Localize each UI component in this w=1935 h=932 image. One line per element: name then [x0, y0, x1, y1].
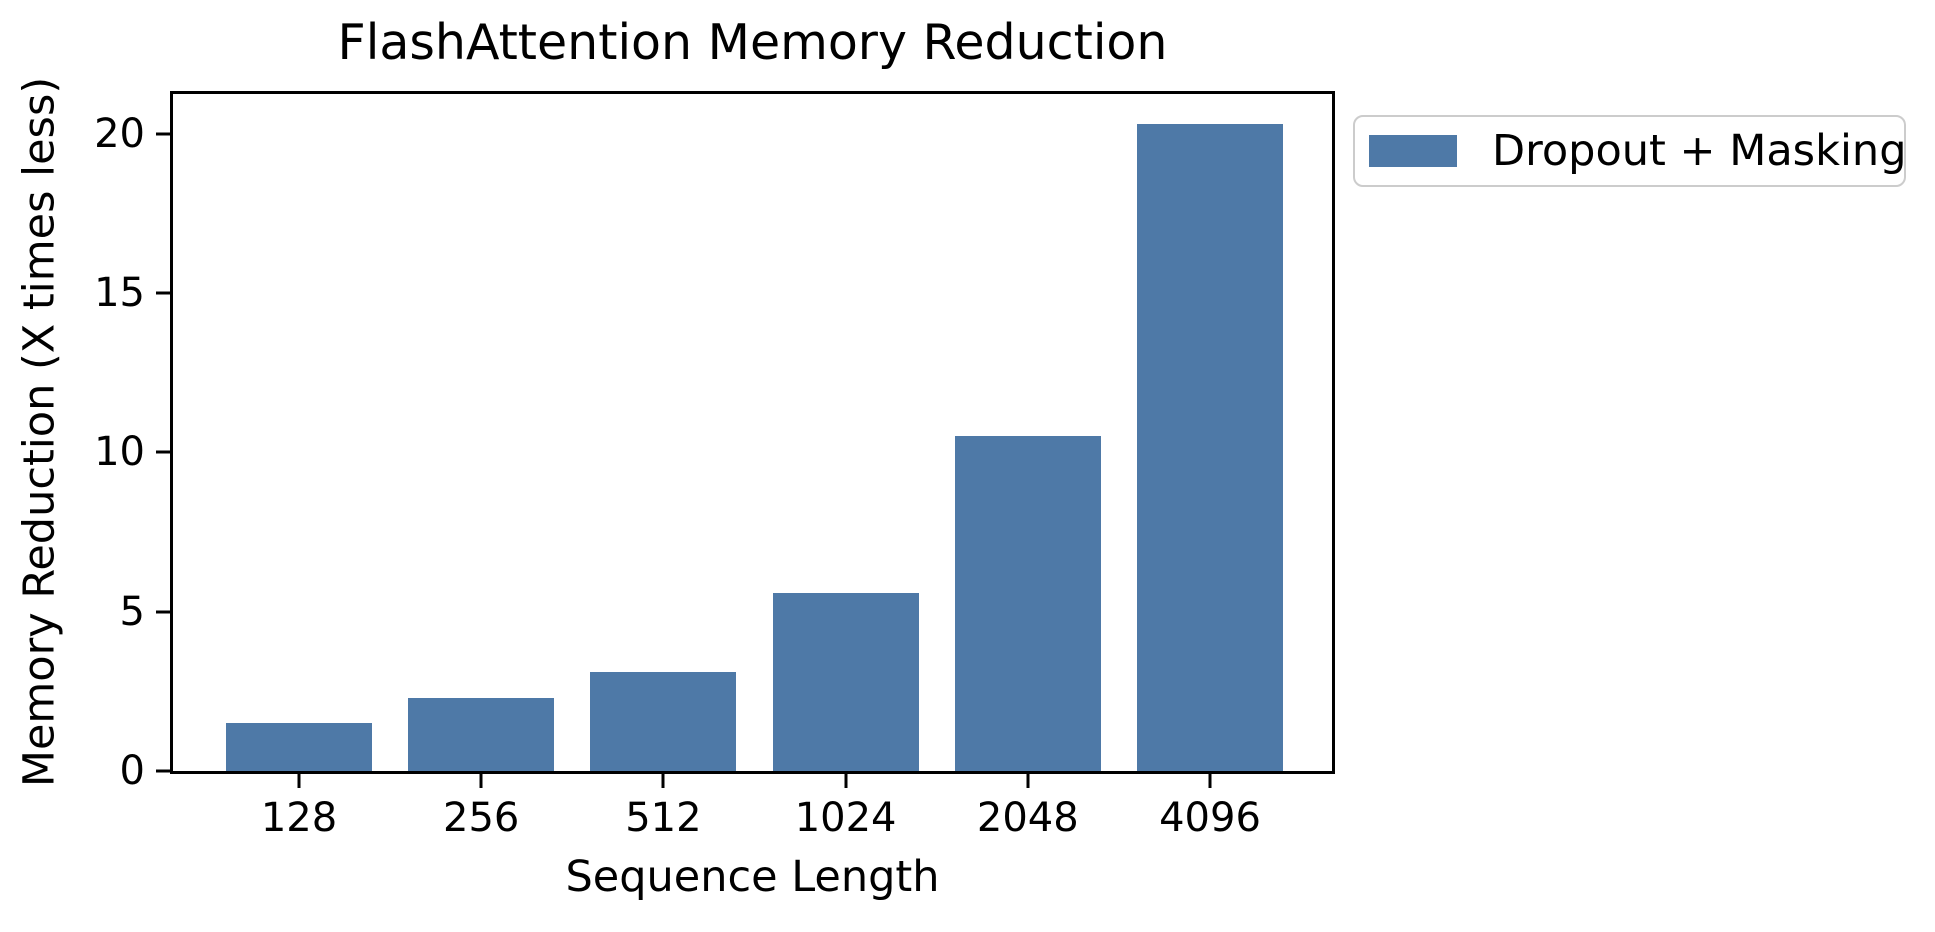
x-tick-mark — [1026, 774, 1030, 788]
y-tick-mark — [156, 769, 170, 773]
y-tick-mark — [156, 610, 170, 614]
x-tick-mark — [661, 774, 665, 788]
legend-swatch — [1369, 135, 1457, 167]
bar-2048 — [954, 436, 1101, 771]
y-tick-label: 0 — [119, 748, 145, 794]
y-tick-mark — [156, 450, 170, 454]
y-tick-label: 5 — [119, 588, 145, 635]
x-tick-mark — [1208, 774, 1212, 788]
bar-512 — [590, 672, 737, 771]
x-axis-label: Sequence Length — [565, 852, 940, 902]
x-tick-label: 128 — [260, 795, 338, 841]
y-tick-label: 20 — [94, 110, 145, 157]
chart-title: FlashAttention Memory Reduction — [337, 14, 1168, 71]
y-tick-label: 15 — [94, 270, 145, 317]
y-tick-mark — [156, 132, 170, 136]
bar-128 — [226, 723, 372, 771]
x-tick-label: 4096 — [1159, 795, 1261, 841]
x-tick-label: 512 — [625, 795, 702, 841]
x-tick-mark — [297, 774, 301, 788]
bar-1024 — [772, 592, 919, 771]
x-tick-label: 256 — [443, 795, 520, 841]
x-tick-label: 2048 — [976, 795, 1079, 841]
x-tick-mark — [479, 774, 483, 788]
x-tick-label: 1024 — [794, 795, 897, 841]
y-tick-mark — [156, 291, 170, 295]
legend-box: Dropout + Masking — [1353, 115, 1906, 187]
x-tick-mark — [844, 774, 848, 788]
bar-4096 — [1137, 124, 1283, 771]
bar-256 — [408, 697, 555, 771]
legend-label: Dropout + Masking — [1492, 125, 1907, 176]
bars-layer — [173, 94, 1332, 771]
y-tick-label: 10 — [94, 429, 145, 476]
